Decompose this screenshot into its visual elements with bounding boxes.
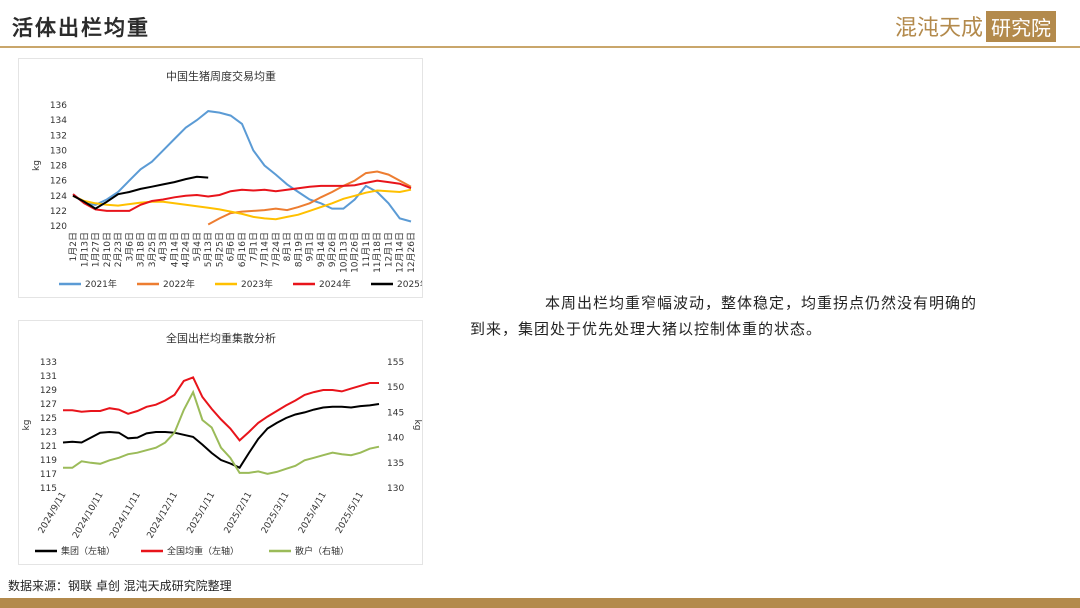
legend-label: 2024年 — [319, 278, 351, 290]
y2-tick-label: 140 — [387, 434, 404, 444]
legend-label: 2022年 — [163, 278, 195, 290]
legend-label: 散户（右轴） — [295, 545, 349, 557]
x-tick-label: 6月16日 — [237, 232, 248, 267]
y-tick-label: 117 — [40, 470, 57, 480]
y-tick-label: 123 — [40, 428, 57, 438]
header-rule — [0, 46, 1080, 48]
x-tick-label: 4月3日 — [158, 232, 169, 261]
x-tick-label: 11月18日 — [372, 232, 383, 273]
x-tick-label: 7月14日 — [260, 232, 271, 267]
legend-label: 集团（左轴） — [61, 545, 115, 557]
x-tick-label: 2025/4/11 — [297, 491, 329, 536]
chart: 全国出栏均重集散分析 115 117 119 121 123 125 127 129 131 133… — [18, 320, 423, 565]
legend-label: 2023年 — [241, 278, 273, 290]
legend-label: 2025年 — [397, 278, 423, 290]
logo-text: 混沌天成 — [894, 16, 983, 41]
x-tick-label: 2025/3/11 — [260, 491, 292, 536]
y-tick-label: 130 — [50, 146, 67, 156]
x-tick-label: 4月14日 — [169, 232, 180, 267]
chart-title: 全国出栏均重集散分析 — [166, 331, 276, 345]
y-tick-label: 133 — [40, 358, 57, 368]
x-tick-label: 5月13日 — [203, 232, 214, 267]
y2-axis-label: kg — [412, 420, 422, 431]
y-axis-label: kg — [22, 420, 32, 431]
x-tick-label: 4月24日 — [181, 232, 192, 267]
y2-tick-label: 130 — [387, 484, 404, 494]
y-tick-label: 119 — [40, 456, 57, 466]
y-tick-label: 122 — [50, 207, 67, 217]
x-tick-label: 9月1日 — [305, 232, 316, 261]
x-tick-label: 2025/5/11 — [334, 491, 366, 536]
series-line — [72, 175, 209, 210]
series-line — [63, 376, 379, 442]
logo: 混沌天成 研究院 — [895, 10, 1056, 42]
logo-box: 研究院 — [986, 10, 1056, 42]
x-tick-label: 2024/10/11 — [71, 491, 106, 541]
y2-tick-label: 145 — [387, 408, 404, 418]
x-tick-label: 12月26日 — [406, 232, 417, 273]
y-tick-label: 134 — [50, 116, 67, 126]
x-tick-label: 12月1日 — [383, 232, 394, 267]
y2-tick-label: 150 — [387, 383, 404, 393]
commentary: 本周出栏均重窄幅波动，整体稳定，均重拐点仍然没有明确的到来，集团处于优先处理大猪… — [470, 294, 978, 338]
slide-title: 活体出栏均重 — [12, 16, 150, 40]
series-line — [207, 170, 412, 226]
y-axis-label: kg — [32, 160, 42, 171]
x-tick-label: 3月6日 — [124, 232, 135, 261]
x-tick-label: 11月1日 — [361, 232, 372, 267]
y-tick-label: 128 — [50, 162, 67, 172]
y-tick-label: 115 — [40, 484, 57, 494]
x-tick-label: 9月26日 — [327, 232, 338, 267]
chart-title: 中国生猪周度交易均重 — [166, 69, 276, 83]
y2-tick-label: 155 — [387, 358, 404, 368]
y-tick-label: 121 — [40, 442, 57, 452]
x-tick-label: 1月2日 — [68, 232, 79, 261]
x-tick-label: 12月14日 — [395, 232, 406, 273]
x-tick-label: 2025/1/11 — [186, 491, 218, 536]
x-tick-label: 3月25日 — [147, 232, 158, 267]
x-tick-label: 1月13日 — [79, 232, 90, 267]
x-tick-label: 8月19日 — [293, 232, 304, 267]
y-tick-label: 131 — [40, 372, 57, 382]
footer-band — [0, 598, 1080, 608]
source-note: 数据来源：钢联 卓创 混沌天成研究院整理 — [8, 579, 232, 593]
legend-label: 2021年 — [85, 278, 117, 290]
y-tick-label: 132 — [50, 131, 67, 141]
series-line — [72, 179, 412, 212]
x-tick-label: 5月4日 — [192, 232, 203, 261]
x-tick-label: 1月27日 — [91, 232, 102, 267]
x-tick-label: 2024/11/11 — [108, 491, 143, 541]
x-tick-label: 6月6日 — [226, 232, 237, 261]
series-line — [72, 110, 412, 223]
y-tick-label: 124 — [50, 192, 67, 202]
series-line — [72, 188, 412, 221]
x-tick-label: 10月26日 — [350, 232, 361, 273]
x-tick-label: 2月10日 — [102, 232, 113, 267]
y-tick-label: 127 — [40, 400, 57, 410]
x-tick-label: 3月18日 — [136, 232, 147, 267]
x-tick-label: 2月23日 — [113, 232, 124, 267]
y2-tick-label: 135 — [387, 459, 404, 469]
x-tick-label: 5月25日 — [214, 232, 225, 267]
series-line — [62, 403, 380, 469]
x-tick-label: 7月1日 — [248, 232, 259, 261]
y-tick-label: 120 — [50, 222, 67, 232]
x-tick-label: 7月24日 — [271, 232, 282, 267]
chart: 中国生猪周度交易均重 120 122 124 126 128 130 132 134 136 kg 1… — [18, 58, 423, 298]
y-tick-label: 136 — [50, 101, 67, 111]
y-tick-label: 129 — [40, 386, 57, 396]
y-tick-label: 126 — [50, 177, 67, 187]
x-tick-label: 2024/9/11 — [37, 491, 69, 536]
y-tick-label: 125 — [40, 414, 57, 424]
x-tick-label: 2025/2/11 — [223, 491, 255, 536]
x-tick-label: 2024/12/11 — [146, 491, 181, 541]
x-tick-label: 8月1日 — [282, 232, 293, 261]
x-tick-label: 10月13日 — [338, 232, 349, 273]
series-line — [63, 389, 380, 475]
legend-label: 全国均重（左轴） — [167, 545, 239, 557]
x-tick-label: 9月14日 — [316, 232, 327, 267]
